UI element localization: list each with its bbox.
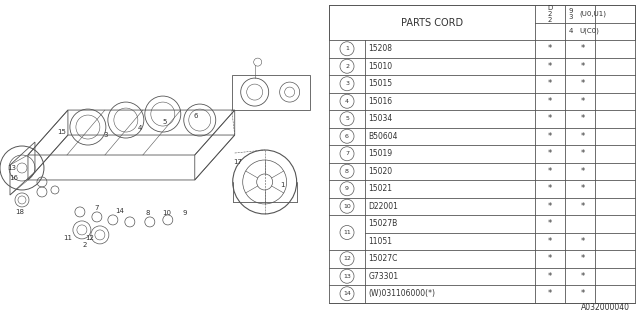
Text: *: * (548, 272, 552, 281)
Text: *: * (548, 254, 552, 263)
Text: 12: 12 (343, 256, 351, 261)
Text: 4: 4 (138, 125, 142, 131)
Text: 9: 9 (182, 210, 187, 216)
Text: *: * (548, 237, 552, 246)
Text: *: * (548, 149, 552, 158)
Text: *: * (548, 184, 552, 193)
Text: *: * (548, 114, 552, 123)
Text: 15021: 15021 (369, 184, 392, 193)
Text: 7: 7 (95, 205, 99, 211)
Text: 18: 18 (15, 209, 24, 215)
Text: 3: 3 (345, 81, 349, 86)
Text: G73301: G73301 (369, 272, 399, 281)
Text: 17: 17 (233, 159, 242, 165)
Text: 9
3: 9 3 (569, 8, 573, 20)
Text: 7: 7 (345, 151, 349, 156)
Text: 2: 2 (83, 242, 87, 248)
Text: 10: 10 (343, 204, 351, 209)
Text: 15016: 15016 (369, 97, 393, 106)
Text: *: * (580, 254, 585, 263)
Text: D
2
2: D 2 2 (547, 5, 552, 23)
Text: 13: 13 (8, 165, 17, 171)
Text: 15020: 15020 (369, 167, 393, 176)
Text: 1: 1 (345, 46, 349, 51)
Text: *: * (580, 62, 585, 71)
Text: 8: 8 (145, 210, 150, 216)
Text: 11051: 11051 (369, 237, 392, 246)
Text: A032000040: A032000040 (581, 303, 630, 312)
Text: *: * (548, 97, 552, 106)
Text: 3: 3 (104, 132, 108, 138)
Text: 11: 11 (63, 235, 72, 241)
Text: 11: 11 (343, 230, 351, 235)
Text: *: * (580, 44, 585, 53)
Text: 15010: 15010 (369, 62, 393, 71)
Text: (W)031106000(*): (W)031106000(*) (369, 289, 436, 298)
Text: U(C0): U(C0) (579, 28, 599, 35)
Text: 14: 14 (343, 291, 351, 296)
Text: 4: 4 (345, 99, 349, 104)
Text: 12: 12 (86, 235, 94, 241)
Text: *: * (580, 149, 585, 158)
Text: *: * (580, 272, 585, 281)
Text: 16: 16 (10, 175, 19, 181)
Text: *: * (580, 132, 585, 141)
Text: 15034: 15034 (369, 114, 393, 123)
Text: *: * (580, 79, 585, 88)
Text: 2: 2 (345, 64, 349, 69)
Text: 8: 8 (345, 169, 349, 174)
Text: 10: 10 (163, 210, 172, 216)
Text: 15: 15 (58, 129, 67, 135)
Text: (U0,U1): (U0,U1) (579, 11, 606, 17)
Text: *: * (548, 79, 552, 88)
Text: 15015: 15015 (369, 79, 393, 88)
Text: *: * (548, 289, 552, 298)
Text: 4: 4 (569, 28, 573, 34)
Text: *: * (548, 44, 552, 53)
Text: 15027C: 15027C (369, 254, 398, 263)
Text: 9: 9 (345, 186, 349, 191)
Text: B50604: B50604 (369, 132, 398, 141)
Text: 13: 13 (343, 274, 351, 279)
Text: *: * (580, 184, 585, 193)
Text: 6: 6 (193, 113, 198, 119)
Text: *: * (580, 167, 585, 176)
Text: *: * (548, 202, 552, 211)
Text: *: * (580, 202, 585, 211)
Text: 14: 14 (115, 208, 124, 214)
Text: *: * (580, 97, 585, 106)
Text: 1: 1 (280, 182, 285, 188)
Text: *: * (548, 132, 552, 141)
Text: 5: 5 (345, 116, 349, 121)
Text: *: * (580, 114, 585, 123)
Text: 15208: 15208 (369, 44, 392, 53)
Text: *: * (580, 289, 585, 298)
Text: *: * (548, 219, 552, 228)
Text: 5: 5 (163, 119, 167, 125)
Text: 15019: 15019 (369, 149, 393, 158)
Text: 15027B: 15027B (369, 219, 398, 228)
Text: *: * (548, 167, 552, 176)
Text: 6: 6 (345, 134, 349, 139)
Text: *: * (580, 237, 585, 246)
Text: PARTS CORD: PARTS CORD (401, 18, 463, 28)
Text: D22001: D22001 (369, 202, 399, 211)
Text: *: * (548, 62, 552, 71)
